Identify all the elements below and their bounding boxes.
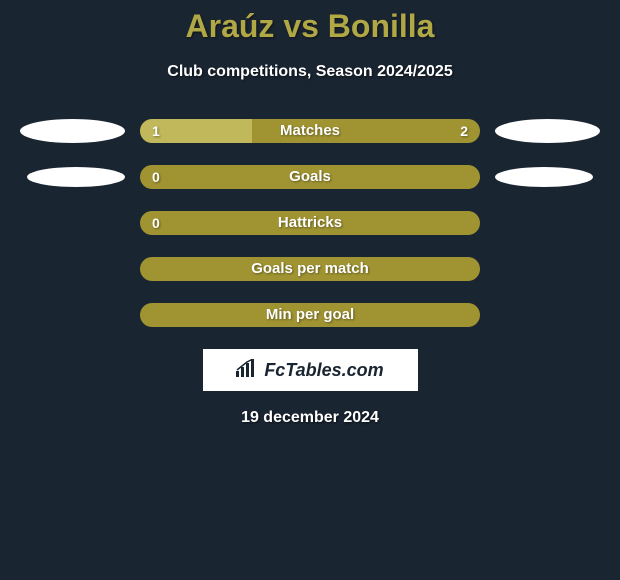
- stat-row: 12Matches: [0, 119, 620, 143]
- stat-bar: 12Matches: [140, 119, 480, 143]
- player-left-badge: [20, 119, 125, 143]
- stat-label: Goals per match: [140, 257, 480, 281]
- stat-bar: 0Hattricks: [140, 211, 480, 235]
- page-title: Araúz vs Bonilla: [0, 8, 620, 45]
- stat-row: 0Goals: [0, 165, 620, 189]
- stat-row: Goals per match: [0, 257, 620, 281]
- comparison-card: Araúz vs Bonilla Club competitions, Seas…: [0, 0, 620, 427]
- source-logo: FcTables.com: [203, 349, 418, 391]
- stat-label: Matches: [140, 119, 480, 143]
- stat-label: Min per goal: [140, 303, 480, 327]
- stat-bar: 0Goals: [140, 165, 480, 189]
- stat-label: Goals: [140, 165, 480, 189]
- date-label: 19 december 2024: [0, 409, 620, 427]
- logo-label: FcTables.com: [264, 360, 383, 381]
- stat-row: 0Hattricks: [0, 211, 620, 235]
- stat-bar: Goals per match: [140, 257, 480, 281]
- logo-text: FcTables.com: [236, 359, 383, 382]
- stat-bar: Min per goal: [140, 303, 480, 327]
- subtitle: Club competitions, Season 2024/2025: [0, 63, 620, 81]
- stat-label: Hattricks: [140, 211, 480, 235]
- player-left-badge: [27, 167, 125, 187]
- stat-row: Min per goal: [0, 303, 620, 327]
- player-right-badge: [495, 119, 600, 143]
- stats-list: 12Matches 0Goals 0Hattricks Goals per match…: [0, 119, 620, 327]
- player-right-badge: [495, 167, 593, 187]
- chart-icon: [236, 359, 258, 382]
